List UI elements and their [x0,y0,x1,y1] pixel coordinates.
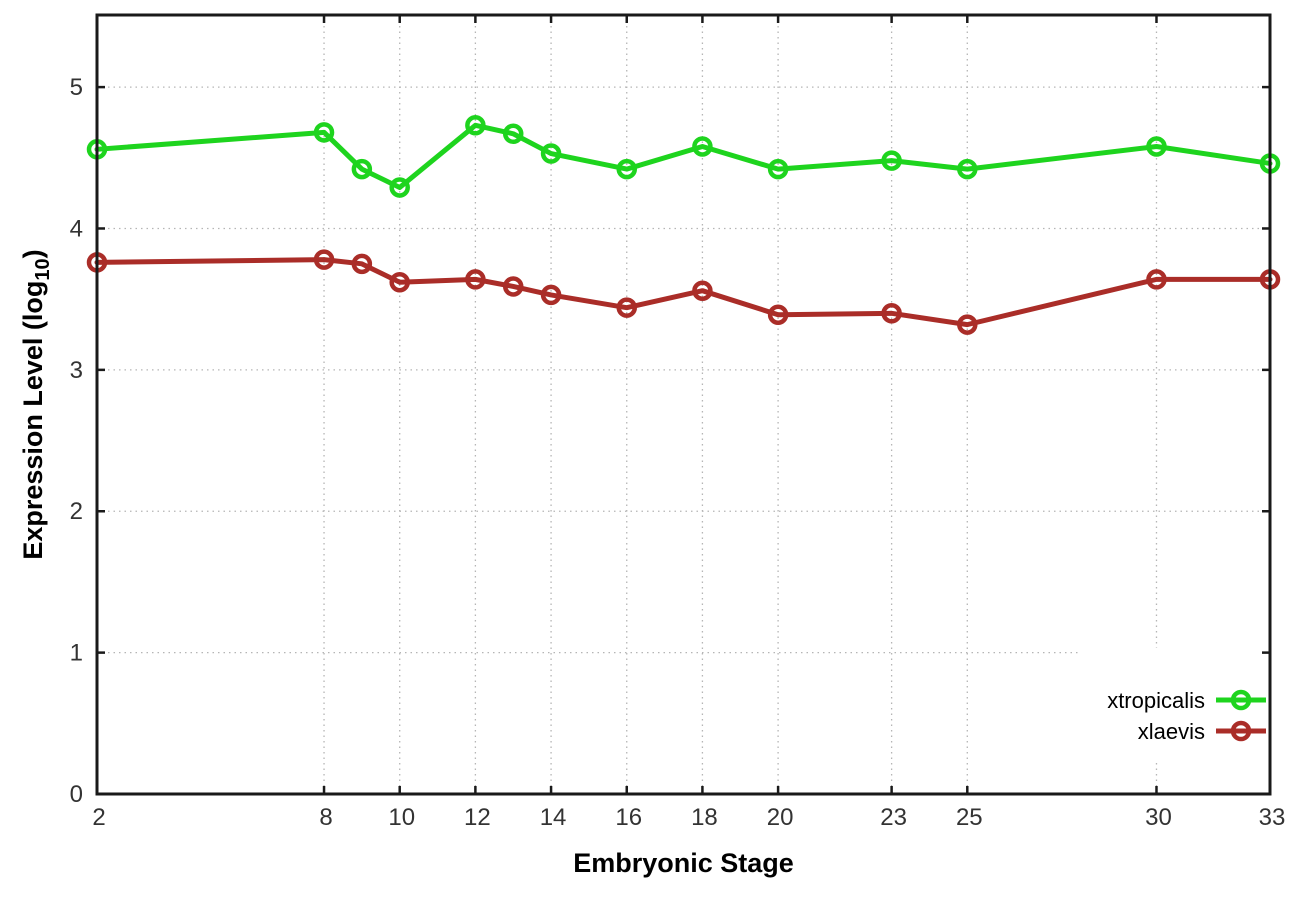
series-line-xtropicalis [94,122,1273,190]
data-point-marker-xtropicalis [540,143,562,164]
data-point-marker-xlaevis [540,284,562,306]
data-point-marker-xtropicalis [692,136,713,157]
plot-border [95,13,1272,796]
legend-marker-xlaevis [1230,720,1252,742]
legend-label-xtropicalis: xtropicalis [1107,688,1205,713]
data-point-marker-xtropicalis [767,158,789,180]
x-tick-label: 14 [540,804,567,831]
data-point-marker-xlaevis [1146,269,1167,290]
x-tick-label: 20 [767,804,794,831]
data-point-marker-xlaevis [465,269,486,290]
y-tick-label: 1 [70,640,83,667]
data-point-marker-xtropicalis [1146,136,1167,157]
data-point-marker-xlaevis [881,303,902,324]
x-tick-label: 18 [691,804,718,831]
data-point-marker-xtropicalis [881,150,902,171]
data-point-marker-xlaevis [616,297,637,318]
x-tick-label: 33 [1259,804,1286,831]
data-point-marker-xlaevis [957,314,978,335]
data-point-marker-xlaevis [692,280,713,301]
data-point-marker-xtropicalis [389,177,410,198]
y-axis-label: Expression Level (log10) [18,249,54,559]
x-tick-label: 8 [319,804,332,831]
x-tick-label: 23 [880,804,907,831]
data-point-marker-xtropicalis [502,123,524,145]
x-tick-label: 12 [464,804,491,831]
data-point-marker-xtropicalis [465,115,486,136]
x-axis-label: Embryonic Stage [573,848,794,878]
data-point-marker-xtropicalis [616,158,637,180]
y-tick-label: 0 [70,781,83,808]
data-point-marker-xlaevis [351,253,373,275]
y-tick-label: 5 [70,74,83,101]
y-tick-label: 4 [70,215,83,242]
data-point-marker-xtropicalis [957,158,978,180]
legend-marker-xtropicalis [1230,689,1252,711]
data-point-marker-xlaevis [502,276,524,297]
data-point-marker-xtropicalis [313,122,335,143]
x-tick-label: 16 [615,804,642,831]
x-tick-label: 10 [388,804,415,831]
data-point-marker-xlaevis [313,249,335,270]
x-tick-label: 30 [1145,804,1172,831]
data-point-marker-xlaevis [389,271,410,293]
x-tick-label: 2 [92,804,105,831]
y-tick-label: 3 [70,357,83,384]
legend-label-xlaevis: xlaevis [1138,719,1205,744]
x-tick-label: 25 [956,804,983,831]
series-line-xlaevis [94,257,1273,328]
data-point-marker-xlaevis [767,304,789,325]
y-tick-label: 2 [70,498,83,525]
data-point-marker-xtropicalis [351,158,373,180]
